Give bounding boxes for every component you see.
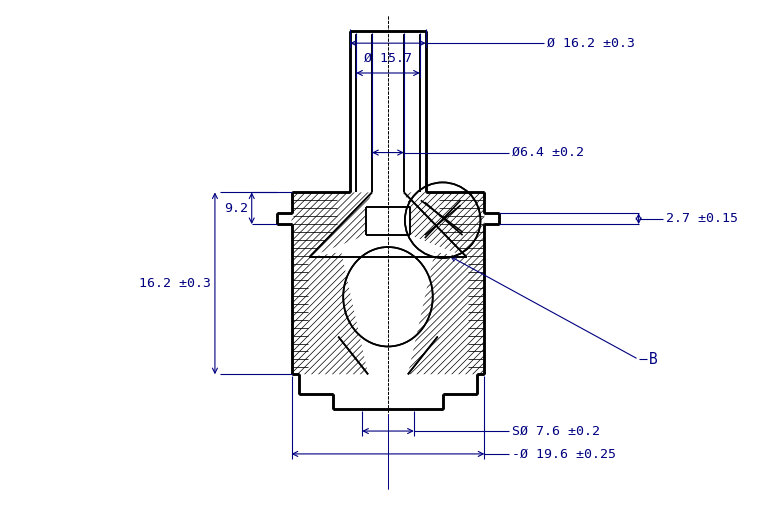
Text: -Ø 19.6 ±0.25: -Ø 19.6 ±0.25 (512, 447, 616, 460)
Text: B: B (648, 352, 658, 367)
Text: SØ 7.6 ±0.2: SØ 7.6 ±0.2 (512, 424, 601, 438)
Text: Ø 16.2 ±0.3: Ø 16.2 ±0.3 (547, 37, 635, 50)
Text: 2.7 ±0.15: 2.7 ±0.15 (667, 212, 738, 225)
Text: Ø 15.7: Ø 15.7 (364, 52, 412, 65)
Text: Ø6.4 ±0.2: Ø6.4 ±0.2 (512, 146, 584, 159)
Text: 9.2: 9.2 (224, 202, 248, 215)
Text: 16.2 ±0.3: 16.2 ±0.3 (139, 277, 211, 290)
